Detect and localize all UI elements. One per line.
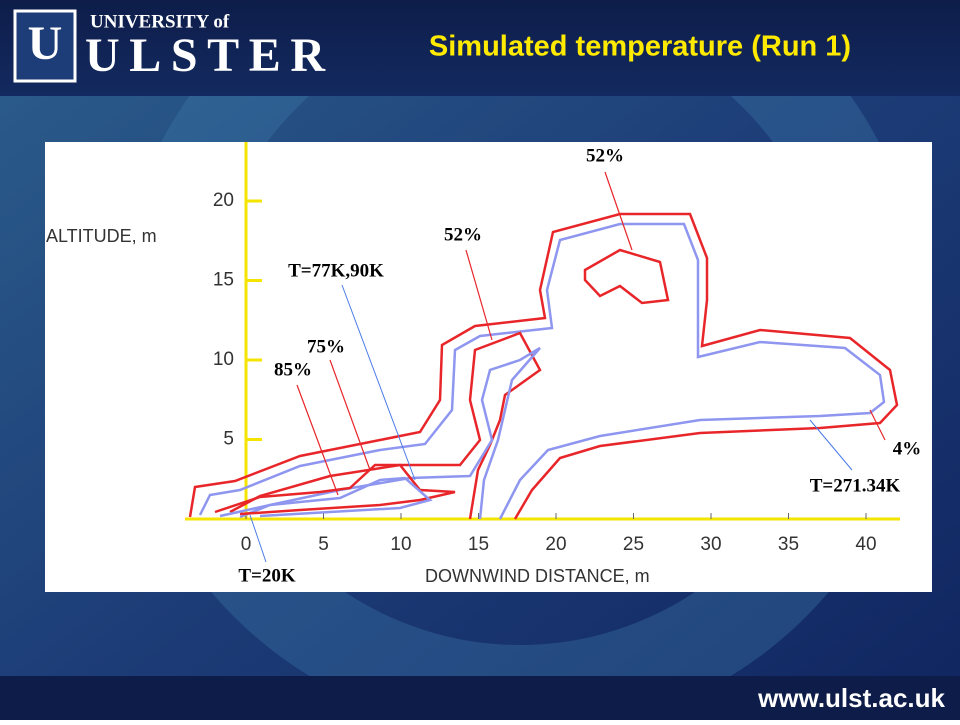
x-tick-label: 5 <box>318 534 329 555</box>
annotation: T=271.34K <box>810 475 901 496</box>
y-axis-label: ALTITUDE, m <box>46 226 157 246</box>
contour-inner-blue <box>219 476 433 518</box>
x-tick-label: 20 <box>545 534 566 555</box>
y-tick-label: 20 <box>213 190 234 211</box>
annotation: 75% <box>307 336 345 357</box>
slide-title: Simulated temperature (Run 1) <box>429 31 851 63</box>
annotation: 52% <box>586 145 624 166</box>
x-tick-label: 0 <box>241 534 252 555</box>
contour-top-red <box>583 248 670 305</box>
y-ticks: 20 15 10 5 <box>213 190 262 450</box>
x-tick-label: 15 <box>468 534 489 555</box>
x-ticks: 0 5 10 15 20 25 30 35 40 <box>241 513 877 555</box>
contour-outer-red <box>188 212 899 520</box>
annotations: 52% 52% T=77K,90K 75%85% 4% T=271.34K T=20K <box>238 145 921 586</box>
figure-bg <box>45 142 932 592</box>
logo-mark: U <box>28 17 63 70</box>
annotation: 52% <box>444 224 482 245</box>
logo-box <box>13 9 77 83</box>
y-tick-label: 5 <box>223 429 234 450</box>
leader <box>869 409 886 441</box>
figure: 20 15 10 5 0 5 10 15 20 25 30 35 40 ALTITUDE, m DOW… <box>45 142 932 592</box>
x-tick-label: 30 <box>700 534 721 555</box>
y-tick-label: 10 <box>213 349 234 370</box>
contour-mid-red <box>229 331 542 520</box>
logo-top: UNIVERSITY of <box>90 11 230 32</box>
leaders <box>249 171 886 563</box>
y-tick-label: 15 <box>213 270 234 291</box>
x-tick-label: 40 <box>855 534 876 555</box>
header-bar <box>0 0 960 96</box>
footer-bar <box>0 676 960 720</box>
annotation: T=77K,90K <box>288 260 384 281</box>
x-axis-label: DOWNWIND DISTANCE, m <box>425 566 650 586</box>
x-tick-label: 35 <box>778 534 799 555</box>
contour-inner-red <box>214 463 456 516</box>
leader <box>604 171 633 251</box>
contours <box>188 212 899 520</box>
leader <box>465 249 493 341</box>
leader <box>341 284 416 481</box>
contour-mid-blue <box>239 346 541 520</box>
footer-url: www.ulst.ac.uk <box>757 683 945 713</box>
leader <box>329 359 371 471</box>
x-tick-label: 25 <box>623 534 644 555</box>
leader <box>296 384 339 496</box>
annotation: 4% <box>893 438 922 459</box>
leader <box>809 419 853 471</box>
annotation: T=20K <box>238 565 295 586</box>
annotation: 85% <box>274 359 312 380</box>
leader <box>249 514 267 563</box>
x-tick-label: 10 <box>390 534 411 555</box>
